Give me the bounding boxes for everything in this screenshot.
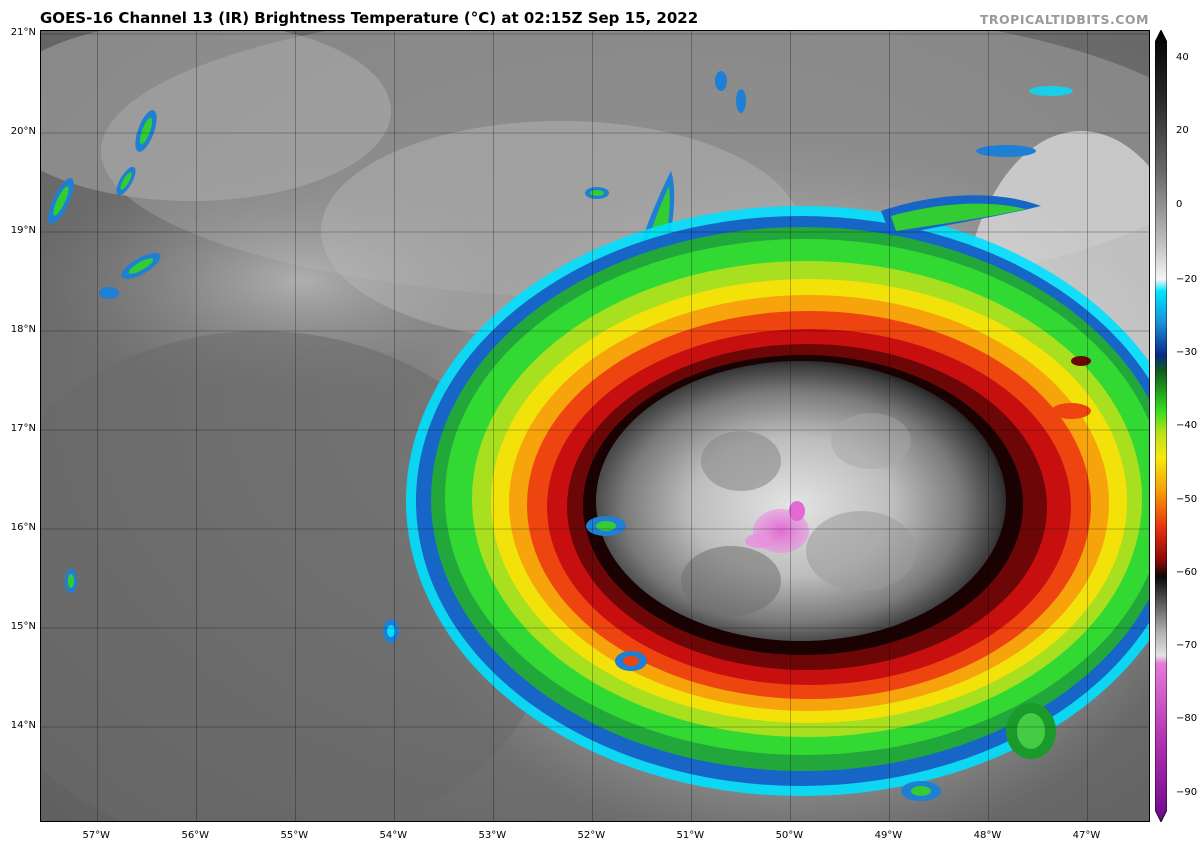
longitude-label: 49°W xyxy=(874,830,903,841)
colorbar-tick-label: −30 xyxy=(1176,347,1198,358)
colorbar-tick-label: −90 xyxy=(1176,787,1198,798)
colorbar-tick-label: −40 xyxy=(1176,420,1198,431)
latitude-label: 17°N xyxy=(10,422,36,434)
colorbar-tick-label: 0 xyxy=(1176,199,1183,210)
longitude-label: 51°W xyxy=(676,830,705,841)
longitude-label: 48°W xyxy=(973,830,1002,841)
longitude-label: 57°W xyxy=(82,830,111,841)
colorbar-tick-label: −50 xyxy=(1176,494,1198,505)
latitude-label: 19°N xyxy=(10,224,36,236)
longitude-label: 55°W xyxy=(280,830,309,841)
latitude-label: 20°N xyxy=(10,125,36,137)
colorbar-tick-label: −20 xyxy=(1176,274,1198,285)
latitude-label: 16°N xyxy=(10,521,36,533)
longitude-label: 54°W xyxy=(379,830,408,841)
convective-cells xyxy=(48,71,1091,801)
longitude-label: 47°W xyxy=(1072,830,1101,841)
colorbar-tick-label: 40 xyxy=(1176,52,1189,63)
site-credit: TROPICALTIDBITS.COM xyxy=(979,12,1149,27)
colorbar-tick-label: −60 xyxy=(1176,567,1198,578)
satellite-map xyxy=(40,30,1150,822)
colorbar-tick-label: 20 xyxy=(1176,125,1189,136)
longitude-label: 50°W xyxy=(775,830,804,841)
satellite-image xyxy=(41,31,1149,821)
longitude-label: 56°W xyxy=(181,830,210,841)
lat-lon-grid xyxy=(41,31,1149,821)
latitude-label: 21°N xyxy=(10,26,36,38)
latitude-label: 18°N xyxy=(10,323,36,335)
latitude-label: 15°N xyxy=(10,620,36,632)
latitude-label: 14°N xyxy=(10,719,36,731)
colorbar-tick-label: −70 xyxy=(1176,640,1198,651)
longitude-label: 52°W xyxy=(577,830,606,841)
colorbar xyxy=(1154,29,1168,823)
colorbar-tick-label: −80 xyxy=(1176,713,1198,724)
colorbar-graphic xyxy=(1154,29,1168,823)
longitude-label: 53°W xyxy=(478,830,507,841)
map-title: GOES-16 Channel 13 (IR) Brightness Tempe… xyxy=(40,9,699,27)
